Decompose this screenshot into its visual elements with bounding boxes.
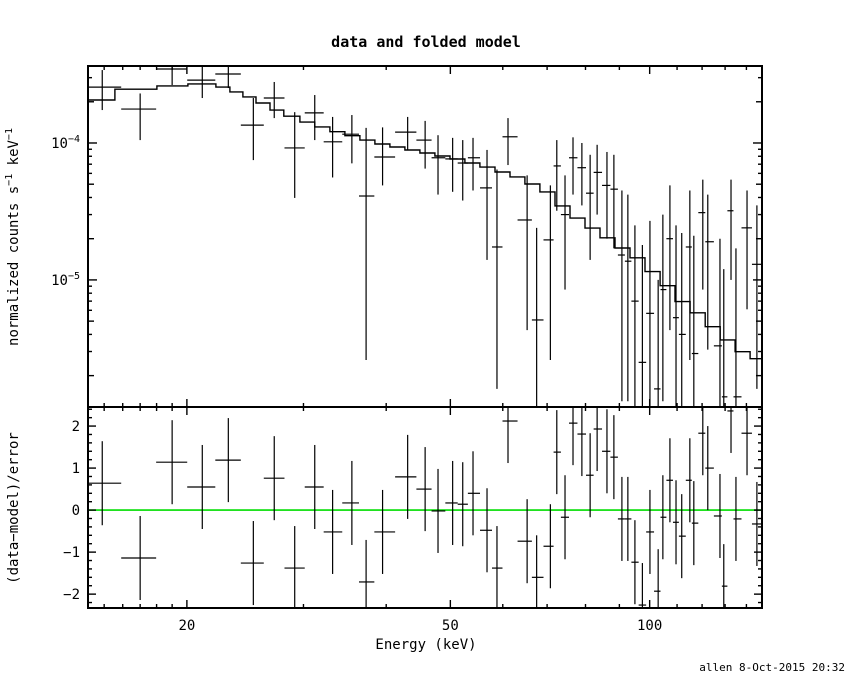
x-tick-label: 50 — [442, 618, 459, 634]
bottom-y-tick-label: 2 — [72, 419, 80, 435]
x-axis-title: Energy (keV) — [375, 637, 476, 653]
residual-data-points — [88, 408, 762, 608]
x-tick-labels: 20 50 100 — [178, 618, 662, 634]
bottom-y-axis-ticks — [88, 408, 762, 604]
spectrum-data-points — [88, 66, 762, 407]
bottom-y-tick-label: −1 — [63, 545, 80, 561]
bottom-y-tick-label: 0 — [72, 503, 80, 519]
bottom-y-tick-label: 1 — [72, 461, 80, 477]
footer-user-timestamp: allen 8-Oct-2015 20:32 — [699, 661, 845, 674]
x-tick-label: 20 — [178, 618, 195, 634]
top-y-axis-title: normalized counts s−1 keV−1 — [4, 128, 22, 346]
chart-title: data and folded model — [331, 33, 521, 51]
bottom-y-tick-labels: 2 1 0 −1 −2 — [63, 419, 80, 603]
top-y-axis-ticks — [88, 76, 762, 377]
bottom-y-tick-label: −2 — [63, 587, 80, 603]
x-axis-ticks — [103, 66, 748, 608]
bottom-y-axis-title: (data−model)/error — [6, 432, 22, 584]
x-tick-label: 100 — [637, 618, 662, 634]
panel-frames — [87, 65, 763, 609]
